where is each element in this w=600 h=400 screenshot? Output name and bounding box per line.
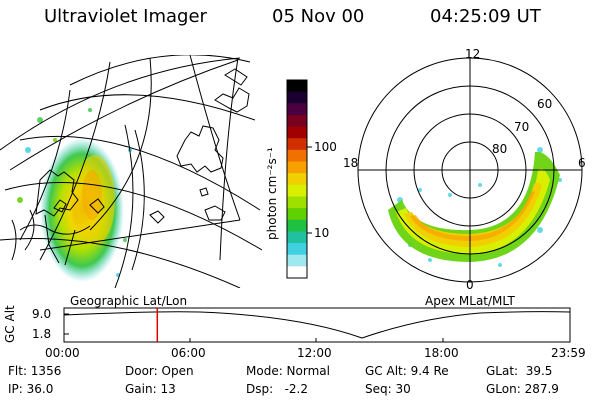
colorbar-unit-label: photon cm⁻²s⁻¹ [265, 147, 279, 240]
colorbar-band [287, 243, 307, 256]
colorbar-band [287, 126, 307, 139]
info-door: Door: Open [125, 364, 194, 378]
colorbar-band [287, 208, 307, 221]
colorbar-band [287, 91, 307, 104]
polar-map [357, 57, 583, 283]
colorbar-band [287, 80, 307, 93]
coastlines [11, 68, 250, 266]
left-map-caption: Geographic Lat/Lon [70, 294, 188, 308]
info-flight: Flt: 1356 [8, 364, 62, 378]
altitude-timeline [63, 307, 571, 343]
right-map-caption: Apex MLat/MLT [425, 294, 515, 308]
info-gc-alt: GC Alt: 9.4 Re [365, 364, 449, 378]
colorbar-band [287, 103, 307, 116]
colorbar-tick-10: 10 [314, 226, 330, 240]
instrument-title: Ultraviolet Imager [44, 6, 207, 27]
mlat-label-70: 70 [514, 120, 530, 134]
info-glat: GLat: 39.5 [486, 364, 553, 378]
colorbar-band [287, 254, 307, 267]
colorbar-band [287, 266, 307, 279]
emission-scatter-left [17, 108, 132, 277]
time-label: 04:25:09 UT [430, 6, 541, 27]
colorbar-band [287, 114, 307, 128]
graticule [0, 55, 262, 288]
colorbar-band [287, 219, 307, 233]
mlat-label-80: 80 [492, 142, 508, 156]
mlat-label-60: 60 [537, 97, 553, 111]
info-gain: Gain: 13 [125, 382, 176, 396]
colorbar-band [287, 161, 307, 174]
colorbar-band [287, 184, 307, 198]
info-dsp: Dsp: -2.2 [246, 382, 309, 396]
timeline-xtick-1800: 18:00 [424, 346, 459, 360]
timeline-xtick-2359: 23:59 [551, 346, 586, 360]
mlt-label-6: 6 [578, 156, 586, 170]
timeline-xtick-1200: 12:00 [297, 346, 332, 360]
timeline-ytick-1.8: 1.8 [32, 327, 52, 341]
polar-grid [357, 57, 583, 283]
colorbar-band [287, 231, 307, 244]
info-seq: Seq: 30 [365, 382, 411, 396]
colorbar-band [287, 138, 307, 151]
polar-emission [388, 147, 562, 267]
info-mode: Mode: Normal [246, 364, 330, 378]
timeline-axis-label: GC Alt [3, 305, 17, 343]
colorbar-band [287, 173, 307, 186]
colorbar [286, 79, 312, 279]
info-glon: GLon: 287.9 [486, 382, 559, 396]
colorbar-tick-100: 100 [314, 140, 337, 154]
colorbar-band [287, 196, 307, 209]
date-label: 05 Nov 00 [272, 6, 365, 27]
mlt-label-12: 12 [465, 47, 481, 61]
info-ip: IP: 36.0 [8, 382, 54, 396]
geographic-map [0, 55, 262, 288]
timeline-xtick-0600: 06:00 [171, 346, 206, 360]
timeline-xtick-0000: 00:00 [45, 346, 80, 360]
colorbar-band [287, 149, 307, 163]
timeline-ytick-9: 9.0 [32, 307, 52, 321]
mlt-label-0: 0 [466, 278, 474, 292]
mlt-label-18: 18 [343, 156, 359, 170]
